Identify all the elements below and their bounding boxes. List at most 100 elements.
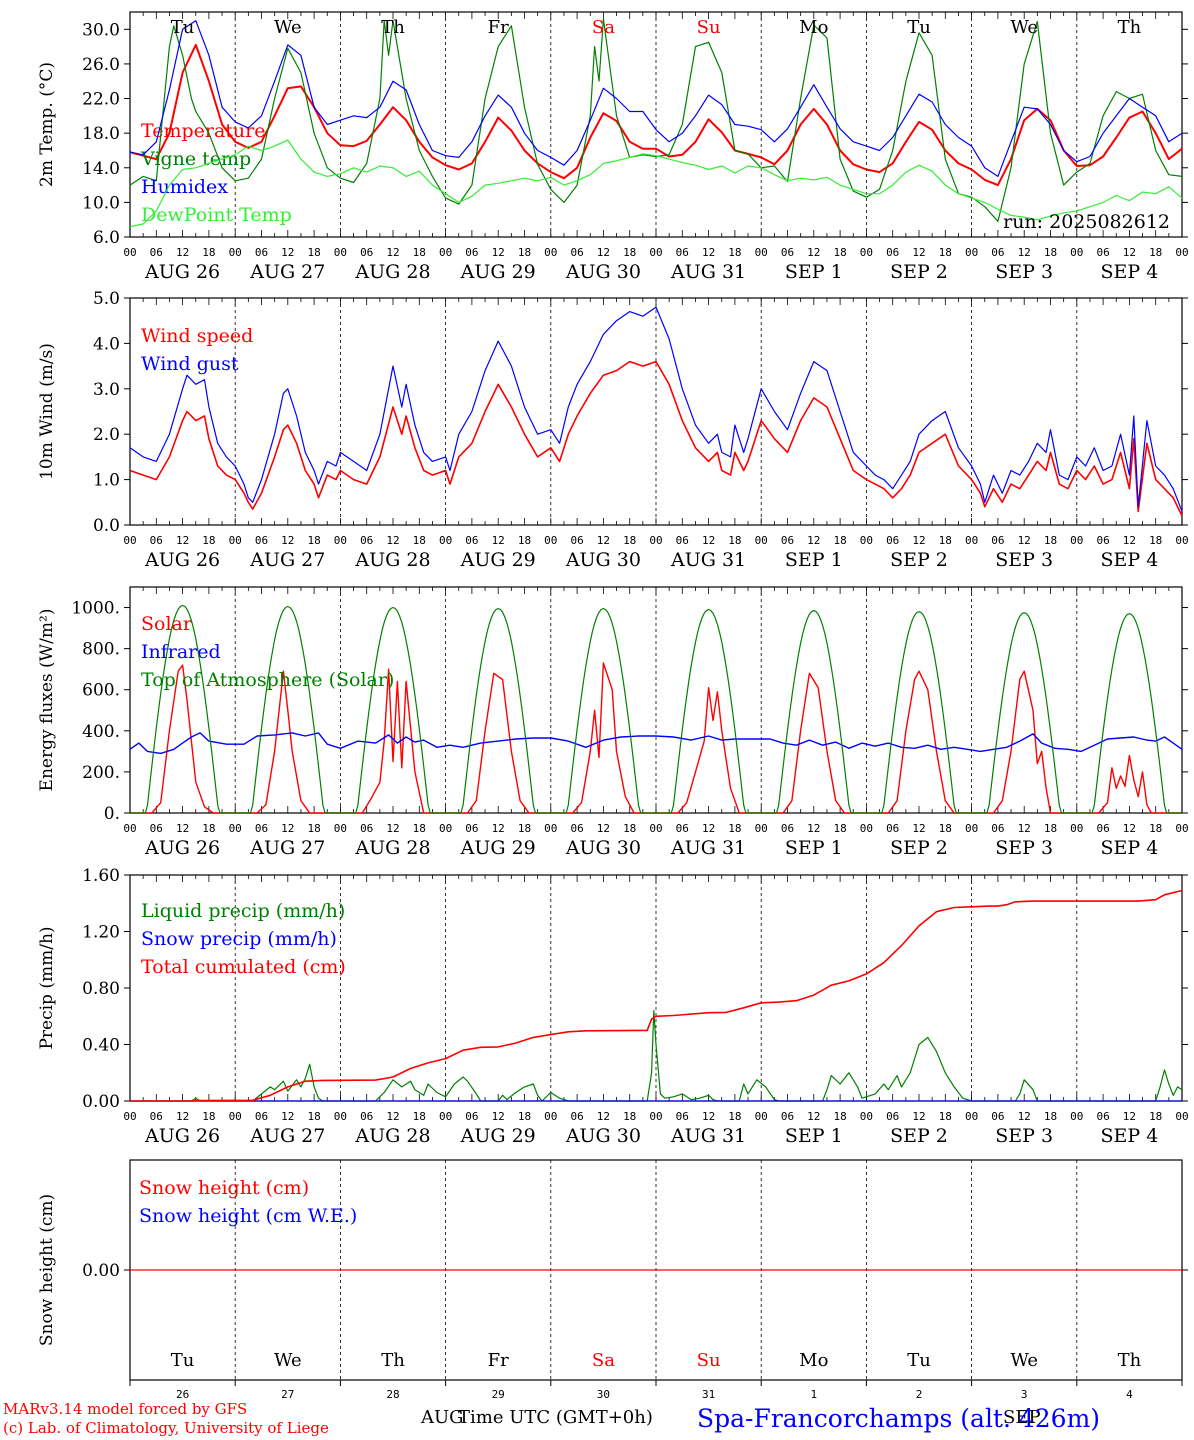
weekday-label-bottom: Su [697, 1350, 721, 1371]
y-tick-label: 5.0 [93, 289, 120, 309]
hour-tick-label: 06 [886, 246, 899, 259]
hour-tick-label: 00 [334, 534, 347, 547]
date-label: AUG 30 [565, 549, 641, 571]
legend-entry: Wind speed [141, 325, 253, 347]
hour-tick-label: 18 [623, 246, 636, 259]
date-label: AUG 31 [670, 549, 746, 571]
hour-tick-label: 00 [229, 822, 242, 835]
legend-entry: Snow precip (mm/h) [141, 928, 337, 950]
series-top-of-atmosphere-solar--line [130, 604, 1182, 814]
legend-entry: Snow height (cm W.E.) [139, 1205, 357, 1227]
hour-tick-label: 18 [202, 1110, 215, 1123]
date-label: AUG 28 [354, 261, 430, 283]
y-tick-label: 10.0 [82, 193, 120, 213]
y-tick-label: 600. [82, 681, 120, 701]
legend-entry: DewPoint Temp [141, 204, 292, 226]
hour-tick-label: 06 [781, 822, 794, 835]
date-label: SEP 1 [785, 837, 843, 859]
hour-tick-label: 12 [281, 246, 294, 259]
hour-tick-label: 00 [755, 1110, 768, 1123]
hour-tick-label: 00 [755, 822, 768, 835]
y-axis-label: Energy fluxes (W/m²) [37, 609, 57, 792]
hour-tick-label: 18 [413, 246, 426, 259]
legend-entry: Humidex [141, 176, 228, 198]
hour-tick-label: 00 [860, 246, 873, 259]
hour-tick-label: 00 [229, 534, 242, 547]
legend-entry: Total cumulated (cm) [141, 956, 346, 978]
date-label: AUG 29 [460, 549, 536, 571]
weekday-label-top: We [1010, 17, 1038, 38]
y-tick-label: 0.40 [82, 1036, 120, 1056]
hour-tick-label: 18 [518, 822, 531, 835]
hour-tick-label: 00 [755, 246, 768, 259]
y-axis-label: Precip (mm/h) [37, 926, 57, 1049]
y-tick-label: 0.80 [82, 979, 120, 999]
y-tick-label: 6.0 [93, 228, 120, 248]
panel-4: 00 06 12 18 00 06 12 18 00 06 12 18 00 06 12 18 00 06 12 18… [37, 866, 1189, 1147]
day-number: 3 [1021, 1388, 1028, 1401]
hour-tick-label: 12 [807, 246, 820, 259]
weekday-label-top: Sa [592, 17, 615, 38]
hour-tick-label: 00 [649, 822, 662, 835]
hour-tick-label: 00 [544, 534, 557, 547]
legend-entry: Temperature [141, 120, 265, 142]
hour-tick-label: 06 [1096, 822, 1109, 835]
weekday-label-top: We [274, 17, 302, 38]
hour-tick-label: 06 [781, 246, 794, 259]
hour-tick-label: 18 [833, 534, 846, 547]
hour-tick-label: 12 [807, 1110, 820, 1123]
hour-tick-label: 18 [939, 534, 952, 547]
hour-tick-label: 18 [413, 1110, 426, 1123]
series-vigne-temp-line [129, 18, 1183, 222]
series-dewpoint-temp-line [129, 139, 1183, 228]
hour-tick-label: 06 [465, 1110, 478, 1123]
date-label: AUG 28 [354, 549, 430, 571]
hour-tick-label: 12 [492, 1110, 505, 1123]
series-solar-line [130, 662, 1182, 814]
hour-tick-label: 18 [202, 246, 215, 259]
hour-tick-label: 00 [649, 246, 662, 259]
y-tick-label: 18.0 [82, 124, 120, 144]
date-label: SEP 4 [1100, 549, 1158, 571]
hour-tick-label: 12 [807, 534, 820, 547]
hour-tick-label: 12 [912, 1110, 925, 1123]
hour-tick-label: 12 [597, 822, 610, 835]
hour-tick-label: 06 [150, 822, 163, 835]
hour-tick-label: 06 [676, 822, 689, 835]
date-label: AUG 30 [565, 261, 641, 283]
hour-tick-label: 18 [202, 534, 215, 547]
weekday-label-bottom: Fr [488, 1350, 509, 1371]
hour-tick-label: 00 [439, 534, 452, 547]
hour-tick-label: 06 [991, 534, 1004, 547]
hour-tick-label: 18 [413, 822, 426, 835]
hour-tick-label: 18 [307, 1110, 320, 1123]
hour-tick-label: 12 [1123, 246, 1136, 259]
hour-tick-label: 00 [123, 534, 136, 547]
hour-tick-label: 06 [991, 246, 1004, 259]
day-number: 27 [281, 1388, 294, 1401]
hour-tick-label: 00 [1070, 246, 1083, 259]
y-tick-label: 30.0 [82, 20, 120, 40]
hour-tick-label: 06 [1096, 534, 1109, 547]
date-label: SEP 3 [995, 837, 1053, 859]
date-label: AUG 27 [249, 837, 325, 859]
hour-tick-label: 12 [1123, 1110, 1136, 1123]
legend-entry: Infrared [141, 641, 221, 663]
date-label: AUG 27 [249, 261, 325, 283]
weekday-label-bottom: Mo [799, 1350, 828, 1371]
hour-tick-label: 00 [544, 822, 557, 835]
hour-tick-label: 18 [833, 246, 846, 259]
hour-tick-label: 18 [939, 246, 952, 259]
y-axis-label: 2m Temp. (°C) [37, 62, 57, 187]
y-tick-label: 26.0 [82, 55, 120, 75]
hour-tick-label: 18 [939, 1110, 952, 1123]
hour-tick-label: 18 [1149, 1110, 1162, 1123]
date-label: SEP 2 [890, 837, 948, 859]
hour-tick-label: 00 [1070, 534, 1083, 547]
hour-tick-label: 00 [439, 1110, 452, 1123]
hour-tick-label: 18 [518, 1110, 531, 1123]
hour-tick-label: 12 [492, 534, 505, 547]
day-number: 30 [597, 1388, 610, 1401]
hour-tick-label: 12 [702, 1110, 715, 1123]
